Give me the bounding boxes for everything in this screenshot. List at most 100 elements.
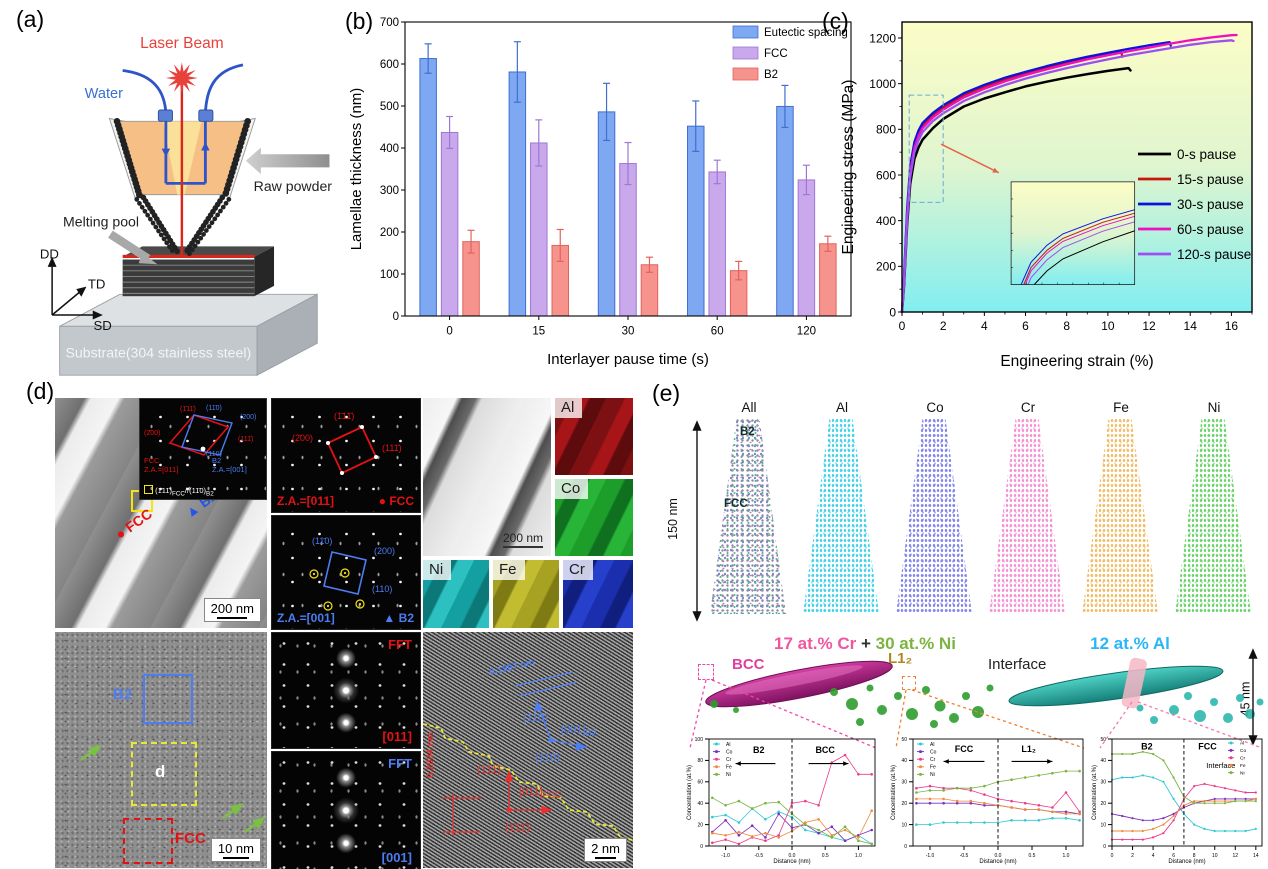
- fft-fcc: FFT [011]: [271, 632, 421, 749]
- svg-text:1200: 1200: [869, 31, 896, 45]
- svg-text:Concentration (at.%): Concentration (at.%): [891, 765, 897, 820]
- svg-text:30: 30: [901, 780, 907, 786]
- interface-annotations: [423, 671, 633, 841]
- melting-pool-label: Melting pool: [63, 214, 139, 230]
- fcc-plane-m11m1: (1̄11̄): [505, 822, 530, 834]
- svg-text:Fe: Fe: [1240, 763, 1246, 769]
- scalebar-10nm: 10 nm: [210, 838, 261, 862]
- eds-label-ni: Ni: [423, 560, 452, 580]
- inset-fcc-za: FCC Z.A.=[011]: [144, 456, 179, 474]
- svg-text:400: 400: [876, 214, 896, 228]
- saed-b2-za: Z.A.=[001]: [277, 611, 335, 625]
- profile-b2-bcc: 0 20 40 60 80 100 -1.0 -0.5 0.0 0.5 1.0 Distance (n…: [687, 737, 876, 865]
- dislocation-arrows: [80, 745, 266, 833]
- coolant-port-left: [157, 109, 173, 122]
- svg-text:200: 200: [876, 260, 896, 274]
- svg-text:30-s pause: 30-s pause: [1177, 197, 1244, 212]
- b2-plane-110: (110): [523, 712, 548, 724]
- svg-text:Co: Co: [930, 749, 937, 755]
- inset-orientation-relation: (1̄11̄)FCC//(11̄0)B2: [144, 485, 214, 498]
- powder-speckles: [113, 118, 251, 257]
- bcc-roi-box: [698, 664, 714, 680]
- svg-text:Cr: Cr: [1240, 756, 1245, 762]
- svg-text:40: 40: [1100, 758, 1106, 764]
- substrate-right-face: [256, 293, 318, 376]
- svg-text:4: 4: [1152, 853, 1155, 859]
- lamellae-thickness-bar-chart: 0 15 30 60 120 0 100 200 300 400 500 600 700 Interlay…: [348, 17, 852, 368]
- svg-text:Distance (nm): Distance (nm): [1168, 859, 1205, 865]
- svg-text:10: 10: [1100, 822, 1106, 828]
- svg-text:Interface: Interface: [1206, 761, 1235, 770]
- saed-fcc-phase: ● FCC: [378, 494, 414, 508]
- svg-text:B2: B2: [1141, 742, 1153, 752]
- svg-text:Interlayer pause time (s): Interlayer pause time (s): [547, 351, 709, 368]
- svg-text:0: 0: [1111, 853, 1114, 859]
- axis-dd-label: DD: [40, 247, 59, 262]
- saed-fcc-za: Z.A.=[011]: [277, 494, 335, 508]
- svg-text:600: 600: [876, 168, 896, 182]
- svg-text:800: 800: [876, 123, 896, 137]
- svg-text:10: 10: [1212, 853, 1218, 859]
- fft2-zone-axis: [001]: [381, 850, 412, 865]
- eds-map-ni: Ni: [423, 560, 489, 628]
- saed-b2-phase: ▲ B2: [383, 611, 414, 625]
- svg-text:0.0: 0.0: [995, 853, 1002, 859]
- b2-region-label: B2: [113, 686, 133, 703]
- panel-a-label: (a): [16, 6, 45, 32]
- svg-text:400: 400: [380, 143, 399, 155]
- interface-d-box: [131, 742, 197, 806]
- substrate-label: Substrate(304 stainless steel): [66, 344, 252, 360]
- axis-td-label: TD: [88, 277, 106, 292]
- svg-text:Concentration (at.%): Concentration (at.%): [687, 765, 693, 820]
- needle-b2-label: B2: [740, 426, 755, 438]
- svg-text:Cr: Cr: [930, 757, 936, 763]
- svg-text:B2: B2: [764, 69, 778, 81]
- ni-threshold: 30 at.% Ni: [875, 634, 956, 653]
- apt-needle-al: [803, 418, 879, 614]
- fft1-label: FFT: [388, 637, 412, 652]
- laser-beam-label: Laser Beam: [140, 35, 224, 52]
- svg-text:Lamellae thickness (nm): Lamellae thickness (nm): [348, 88, 365, 251]
- svg-text:120-s pause: 120-s pause: [1177, 247, 1251, 262]
- svg-text:16: 16: [1225, 319, 1239, 333]
- svg-text:80: 80: [697, 758, 703, 764]
- svg-text:50: 50: [1100, 737, 1106, 743]
- isosurface-caption-al: 12 at.% Al: [1090, 634, 1170, 653]
- layer-lines: [122, 264, 255, 294]
- svg-text:Engineering strain (%): Engineering strain (%): [1000, 353, 1153, 370]
- interface-trace-line: [423, 723, 633, 841]
- fcc-dot-icon: ●: [378, 494, 386, 508]
- d-region-label: d: [155, 762, 166, 781]
- tem-bright-field-image: ● FCC ▲ B2 200 nm (1̄11̄) (11̄0) (200): [55, 398, 267, 628]
- b2-region-box: [143, 674, 193, 724]
- svg-text:(2̄00): (2̄00): [292, 433, 313, 443]
- profile-b2-fcc-interface: 0 10 20 30 40 50 0 2 4 6 8 10 12 14 Distance (nm) Conce…: [1092, 737, 1263, 865]
- saed-b2-pattern: (11̄0) (200) (110) Z.A.=[001] ▲ B2: [271, 515, 421, 630]
- svg-text:BCC: BCC: [815, 745, 835, 755]
- eds-map-co: Co: [555, 479, 633, 556]
- svg-text:0-s pause: 0-s pause: [1177, 147, 1236, 162]
- svg-text:6: 6: [1022, 319, 1029, 333]
- b2-triangle-icon: ▲: [383, 611, 396, 625]
- svg-text:Al: Al: [930, 742, 934, 748]
- coolant-arrow-up: [201, 141, 210, 151]
- svg-text:(200): (200): [374, 546, 395, 556]
- svg-text:0.0: 0.0: [789, 853, 796, 859]
- svg-text:500: 500: [380, 101, 399, 113]
- fcc-dspacing-label: 0.2034 nm: [425, 732, 436, 778]
- svg-text:200: 200: [380, 227, 399, 239]
- svg-text:Al: Al: [1240, 741, 1244, 747]
- needle-label-cr: Cr: [1020, 400, 1036, 415]
- svg-text:15: 15: [532, 326, 545, 338]
- svg-text:60: 60: [711, 326, 724, 338]
- svg-text:20: 20: [697, 822, 703, 828]
- svg-text:0: 0: [1103, 844, 1106, 850]
- svg-text:-0.5: -0.5: [960, 853, 969, 859]
- apt-needle-ni: [1175, 418, 1251, 614]
- svg-text:(110): (110): [372, 584, 392, 594]
- apt-needle-cr: [989, 418, 1065, 614]
- build-side-face: [254, 246, 275, 297]
- coolant-port-right: [198, 109, 214, 122]
- apt-needle-co: [896, 418, 972, 614]
- l12-roi-box: [902, 676, 916, 690]
